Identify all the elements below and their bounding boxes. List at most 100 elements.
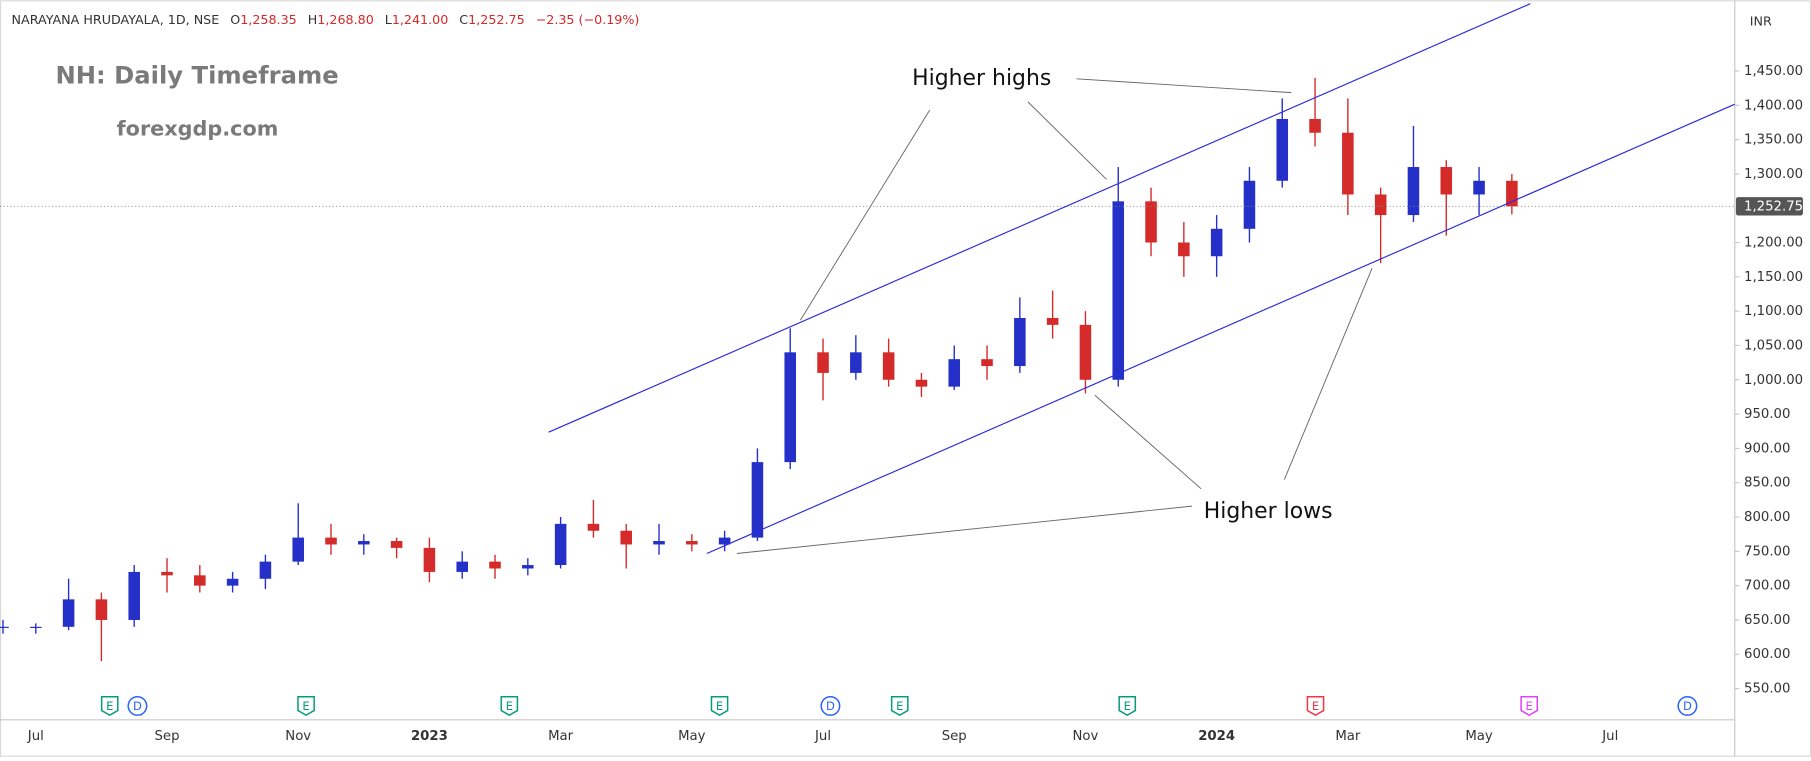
- x-tick-label: Sep: [155, 729, 180, 744]
- y-tick-label: 1,050.00: [1744, 338, 1803, 353]
- x-tick-label: Jul: [27, 729, 44, 744]
- event-marker-label: E: [896, 699, 903, 713]
- candle-body: [390, 541, 403, 548]
- event-marker-label: D: [1683, 699, 1692, 713]
- last-price-label: 1,252.75: [1744, 199, 1803, 214]
- event-marker-label: E: [106, 699, 113, 713]
- annotation: Higher highs: [912, 66, 1051, 91]
- x-tick-label: Sep: [942, 729, 967, 744]
- candle-body: [292, 537, 304, 562]
- x-tick-label: Mar: [548, 729, 574, 744]
- event-marker: [890, 695, 909, 717]
- candle-body: [1145, 201, 1157, 243]
- candle-body: [1440, 167, 1453, 195]
- x-tick-label: Jul: [814, 729, 831, 744]
- event-marker: [1520, 695, 1539, 717]
- annotation-connectors: [736, 78, 1373, 554]
- event-marker: [1306, 695, 1325, 717]
- x-tick-label: May: [678, 729, 706, 744]
- lower-trendline: [706, 103, 1736, 555]
- candle-body: [653, 541, 665, 545]
- candle-body: [587, 523, 600, 531]
- candle-body: [751, 462, 764, 538]
- event-marker: [1677, 695, 1698, 716]
- header: NARAYANA HRUDAYALA, 1D, NSE O1,258.35 H1…: [12, 11, 640, 26]
- y-tick-label: 1,350.00: [1744, 133, 1803, 148]
- connector: [1027, 101, 1107, 180]
- candle-body: [0, 626, 9, 628]
- candle-body: [456, 561, 468, 572]
- event-marker: [1118, 695, 1137, 717]
- candle-body: [948, 359, 961, 387]
- y-tick-label: 700.00: [1744, 579, 1790, 594]
- candle-body: [30, 626, 42, 628]
- candle-body: [259, 561, 272, 579]
- c-value: 1,252.75: [468, 11, 525, 26]
- candle-body: [325, 537, 337, 545]
- event-marker-label: E: [1124, 699, 1131, 713]
- x-tick-label: Mar: [1335, 729, 1361, 744]
- connector: [1094, 394, 1202, 490]
- y-tick-label: 1,150.00: [1744, 270, 1803, 285]
- candle-body: [226, 578, 239, 586]
- channel: [548, 3, 1736, 555]
- event-marker: [127, 695, 148, 716]
- candle-body: [1243, 180, 1256, 229]
- event-marker-label: E: [1526, 699, 1533, 713]
- symbol: NARAYANA HRUDAYALA, 1D, NSE: [12, 11, 220, 26]
- event-marker-label: E: [1312, 699, 1319, 713]
- change: −2.35 (−0.19%): [536, 11, 640, 26]
- candle-body: [1309, 118, 1321, 133]
- y-tick-label: 650.00: [1744, 613, 1790, 628]
- x-tick-label: Nov: [285, 729, 311, 744]
- candle-body: [686, 541, 698, 545]
- y-tick-label: 950.00: [1744, 407, 1790, 422]
- annotation: Higher lows: [1204, 499, 1333, 524]
- y-tick-label: 800.00: [1744, 510, 1790, 525]
- event-marker: [100, 695, 119, 717]
- chart-subtitle: forexgdp.com: [117, 117, 279, 141]
- candle-body: [194, 575, 206, 586]
- x-tick-label: 2023: [411, 729, 448, 744]
- candle-body: [128, 571, 140, 620]
- event-marker-label: E: [302, 699, 309, 713]
- l-value: 1,241.00: [392, 11, 448, 26]
- event-marker-label: D: [133, 699, 142, 713]
- x-tick-label: May: [1465, 729, 1493, 744]
- candle-body: [1112, 201, 1125, 380]
- event-marker: [500, 695, 519, 717]
- candle-body: [620, 530, 633, 545]
- y-tick-label: 1,000.00: [1744, 373, 1803, 388]
- candle-body: [95, 599, 108, 620]
- connector: [1076, 78, 1292, 94]
- y-tick-label: 1,100.00: [1744, 304, 1803, 319]
- o-value: 1,258.35: [240, 11, 297, 26]
- y-tick-label: 750.00: [1744, 544, 1790, 559]
- event-marker: [297, 695, 315, 717]
- upper-trendline: [548, 3, 1531, 433]
- o-label: O: [230, 11, 240, 26]
- candle-body: [1014, 318, 1026, 367]
- candle-body: [1210, 228, 1223, 257]
- y-tick-label: 1,450.00: [1744, 64, 1803, 79]
- candle-body: [981, 359, 993, 367]
- chart-title: NH: Daily Timeframe: [55, 60, 338, 89]
- h-value: 1,268.80: [317, 11, 374, 26]
- last-price-box: [1735, 197, 1803, 216]
- candle-body: [1079, 324, 1092, 380]
- candle-body: [817, 352, 829, 373]
- candle-body: [423, 547, 436, 572]
- candle-body: [554, 523, 567, 566]
- candle-body: [784, 352, 797, 463]
- event-marker: [820, 695, 841, 716]
- h-label: H: [308, 11, 318, 26]
- candle-body: [1407, 167, 1420, 216]
- event-marker-label: D: [826, 699, 835, 713]
- connector: [1283, 268, 1373, 480]
- l-label: L: [385, 11, 392, 26]
- candle-body: [489, 561, 501, 569]
- candle-body: [850, 352, 862, 373]
- candle-body: [1473, 180, 1485, 195]
